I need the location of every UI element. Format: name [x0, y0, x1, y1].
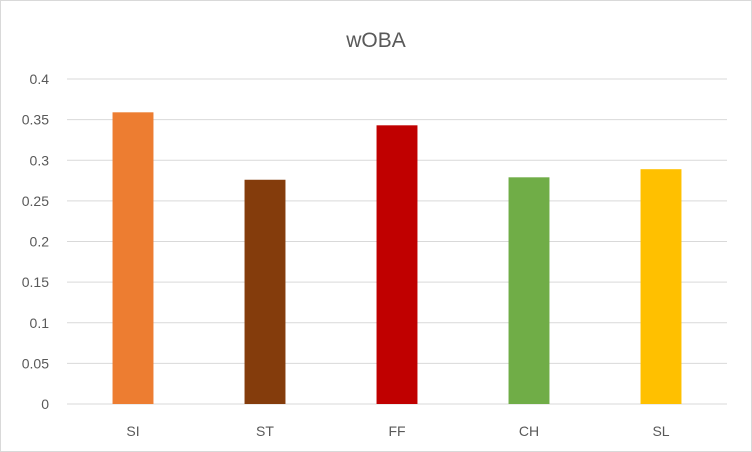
y-axis-ticks: 0 0.05 0.1 0.15 0.2 0.25 0.3 0.35 0.4 [22, 71, 49, 412]
y-tick-label: 0.3 [30, 152, 50, 168]
x-axis-ticks: SI ST FF CH SL [126, 423, 669, 439]
x-tick-label: FF [388, 423, 405, 439]
bar-ch [508, 177, 550, 404]
bars [112, 112, 682, 404]
x-tick-label: ST [256, 423, 274, 439]
x-tick-label: SI [126, 423, 139, 439]
x-tick-label: SL [652, 423, 669, 439]
y-tick-label: 0.25 [22, 193, 49, 209]
y-tick-label: 0.35 [22, 112, 49, 128]
y-tick-label: 0.1 [30, 315, 50, 331]
y-tick-label: 0.4 [30, 71, 50, 87]
chart-title: wOBA [345, 29, 406, 52]
x-tick-label: CH [519, 423, 539, 439]
bar-st [244, 179, 286, 404]
bar-ff [376, 125, 418, 404]
y-tick-label: 0.05 [22, 355, 49, 371]
bar-si [112, 112, 154, 404]
y-tick-label: 0.15 [22, 274, 49, 290]
y-tick-label: 0.2 [30, 234, 50, 250]
y-tick-label: 0 [41, 396, 49, 412]
bar-sl [640, 169, 682, 404]
